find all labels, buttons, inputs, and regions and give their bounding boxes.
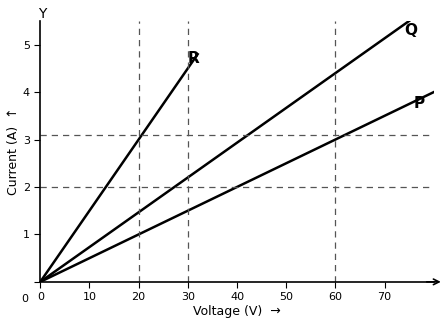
X-axis label: Voltage (V)  →: Voltage (V) → (193, 305, 281, 318)
Text: 0: 0 (21, 294, 28, 304)
Text: Y: Y (38, 7, 47, 21)
Text: R: R (188, 51, 199, 66)
Text: P: P (414, 97, 425, 111)
Text: Q: Q (404, 23, 417, 38)
Y-axis label: Current (A)  ↑: Current (A) ↑ (7, 108, 20, 195)
